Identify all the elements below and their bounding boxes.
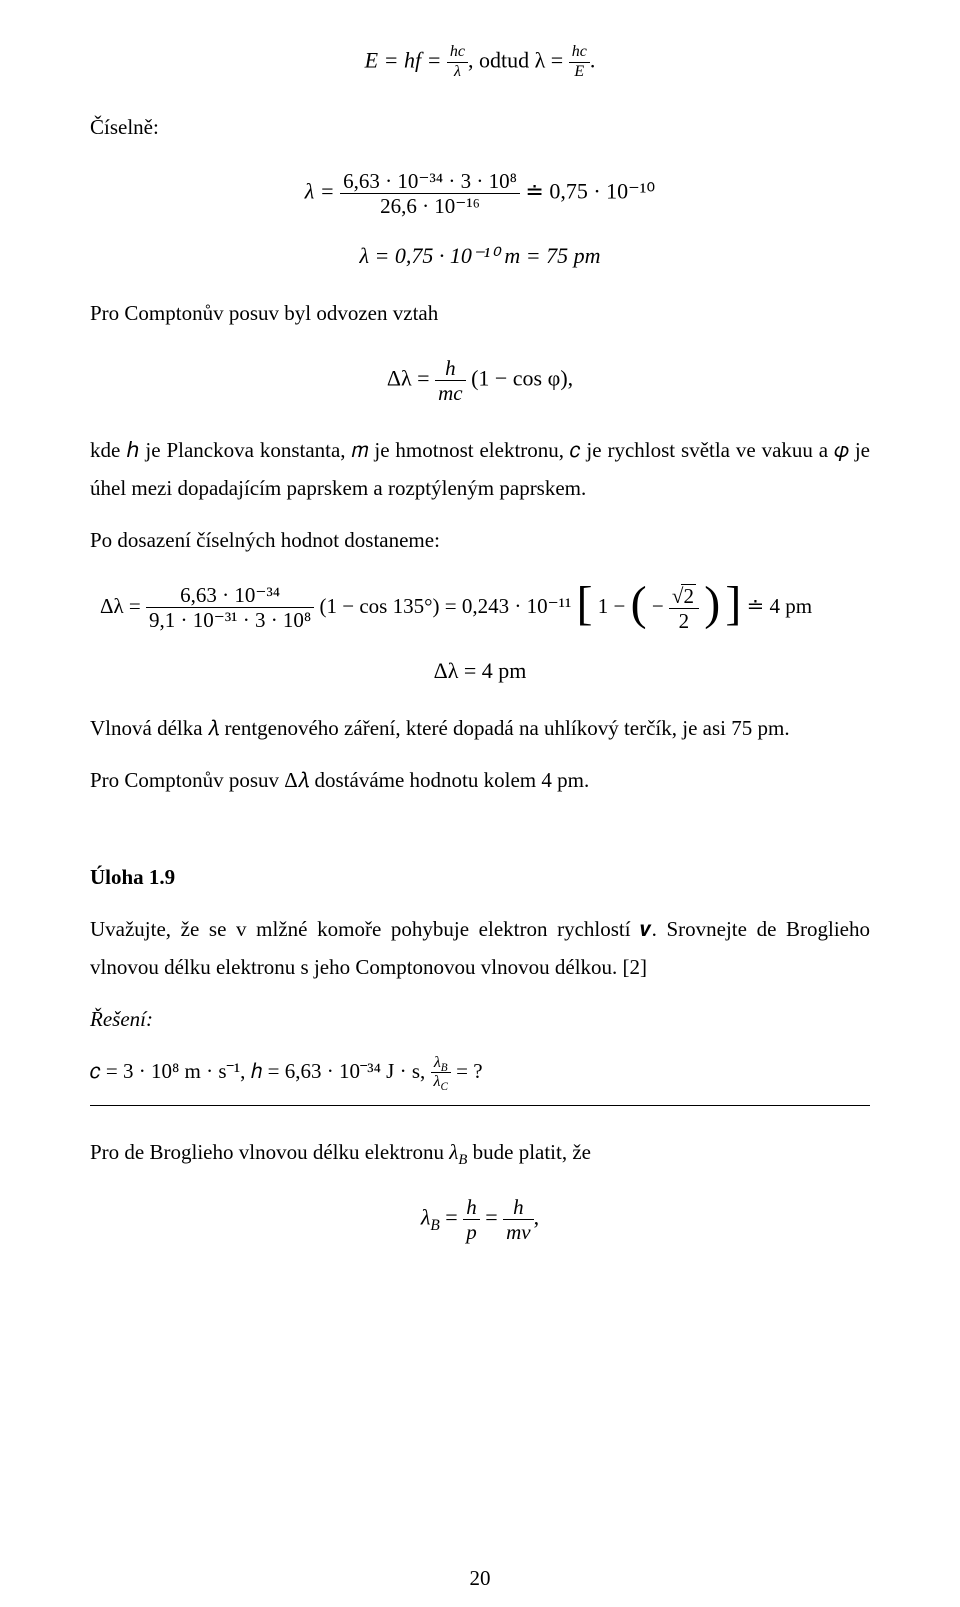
fraction: h mc	[435, 357, 466, 404]
para-broglie-intro: Pro de Broglieho vlnovou délku elektronu…	[90, 1134, 870, 1172]
eq-text: ≐ 4 pm	[747, 594, 812, 618]
numerator: h	[463, 1196, 480, 1220]
fraction: λB λC	[431, 1055, 451, 1092]
para-compton-intro: Pro Comptonův posuv byl odvozen vztah	[90, 295, 870, 333]
eq-text: Δλ = 4 pm	[434, 658, 527, 683]
label-ciselne: Číselně:	[90, 109, 870, 147]
eq-text: = ?	[456, 1059, 482, 1083]
numerator: λB	[431, 1055, 451, 1074]
equation-lambda-numeric: λ = 6,63 · 10⁻³⁴ · 3 · 10⁸ 26,6 · 10⁻¹⁶ …	[90, 170, 870, 217]
fraction: √2 2	[669, 584, 699, 632]
equation-delta-lambda-numeric: Δλ = 6,63 · 10⁻³⁴ 9,1 · 10⁻³¹ · 3 · 10⁸ …	[100, 584, 870, 632]
fraction: 6,63 · 10⁻³⁴ · 3 · 10⁸ 26,6 · 10⁻¹⁶	[340, 170, 520, 217]
equation-delta-lambda-result: Δλ = 4 pm	[90, 660, 870, 682]
page-number: 20	[0, 1566, 960, 1591]
numerator: 6,63 · 10⁻³⁴	[146, 584, 314, 608]
eq-text: 𝑐 = 3 · 10⁸ m · s⁻¹, ℎ = 6,63 · 10⁻³⁴ J …	[90, 1059, 425, 1083]
numerator: h	[435, 357, 466, 381]
numerator: 6,63 · 10⁻³⁴ · 3 · 10⁸	[340, 170, 520, 194]
para-uloha-text: Uvažujte, že se v mlžné komoře pohybuje …	[90, 911, 870, 987]
eq-text: (1 − cos φ),	[471, 366, 573, 391]
eq-text: ≐ 0,75 · 10⁻¹⁰	[525, 179, 655, 204]
eq-text: =	[485, 1205, 497, 1230]
eq-text: λ =	[305, 179, 335, 204]
page: E = hf = hc λ , odtud λ = hc E . Číselně…	[0, 0, 960, 1607]
sqrt-arg: 2	[681, 584, 696, 607]
fraction: 6,63 · 10⁻³⁴ 9,1 · 10⁻³¹ · 3 · 10⁸	[146, 584, 314, 631]
numerator: h	[503, 1196, 534, 1220]
fraction: hc λ	[447, 44, 468, 81]
fraction: hc E	[569, 44, 590, 81]
denominator: mc	[435, 381, 466, 404]
eq-text: 1 −	[598, 594, 631, 618]
denominator: λC	[431, 1073, 451, 1091]
fraction: h p	[463, 1196, 480, 1243]
denominator: 9,1 · 10⁻³¹ · 3 · 10⁸	[146, 608, 314, 631]
equation-given-values: 𝑐 = 3 · 10⁸ m · s⁻¹, ℎ = 6,63 · 10⁻³⁴ J …	[90, 1053, 870, 1091]
eq-text: Δλ =	[100, 594, 141, 618]
equation-lambda-result: λ = 0,75 · 10⁻¹⁰ m = 75 pm	[90, 245, 870, 267]
numerator: √2	[669, 584, 699, 609]
eq-text: (1 − cos 135°) = 0,243 · 10⁻¹¹	[320, 594, 572, 618]
eq-text: Δλ =	[387, 366, 430, 391]
equation-compton-shift: Δλ = h mc (1 − cos φ),	[90, 357, 870, 404]
heading-uloha: Úloha 1.9	[90, 859, 870, 897]
equation-de-broglie: λB = h p = h mv ,	[90, 1196, 870, 1243]
denominator: 26,6 · 10⁻¹⁶	[340, 194, 520, 217]
equation-energy-wavelength: E = hf = hc λ , odtud λ = hc E .	[90, 44, 870, 81]
denominator: mv	[503, 1220, 534, 1243]
denominator: p	[463, 1220, 480, 1243]
numerator: hc	[447, 44, 468, 63]
para-compton-summary: Pro Comptonův posuv Δ𝜆 dostáváme hodnotu…	[90, 762, 870, 800]
divider	[90, 1105, 870, 1106]
denominator: λ	[447, 63, 468, 81]
heading-reseni: Řešení:	[90, 1001, 870, 1039]
numerator: hc	[569, 44, 590, 63]
eq-text: ,	[534, 1205, 540, 1230]
para-constants-explain: kde ℎ je Planckova konstanta, 𝑚 je hmotn…	[90, 432, 870, 508]
eq-text: , odtud λ =	[468, 47, 563, 72]
para-wavelength-summary: Vlnová délka 𝜆 rentgenového záření, kter…	[90, 710, 870, 748]
eq-text: −	[652, 594, 664, 618]
para-substitution: Po dosazení číselných hodnot dostaneme:	[90, 522, 870, 560]
fraction: h mv	[503, 1196, 534, 1243]
eq-text: λ = 0,75 · 10⁻¹⁰ m = 75 pm	[359, 243, 600, 268]
eq-text: E = hf =	[365, 47, 442, 72]
denominator: E	[569, 63, 590, 81]
eq-text: .	[590, 47, 596, 72]
denominator: 2	[669, 609, 699, 632]
